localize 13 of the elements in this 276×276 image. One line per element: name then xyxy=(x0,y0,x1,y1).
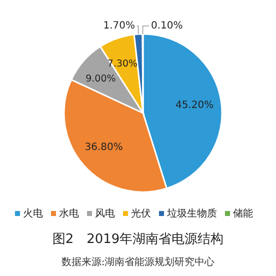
legend-label: 火电 xyxy=(23,208,43,220)
legend-label: 风电 xyxy=(95,208,115,220)
data-label: 36.80% xyxy=(84,142,123,154)
source-note: 数据来源:湖南省能源规划研究中心 xyxy=(61,256,215,268)
legend-label: 水电 xyxy=(59,208,79,220)
legend-label: 垃圾生物质 xyxy=(166,208,217,220)
data-label: 45.20% xyxy=(175,100,214,111)
data-label: 0.10% xyxy=(151,20,183,32)
legend-label: 光伏 xyxy=(131,208,151,220)
text: 图2 2019年湖南省电源结构 xyxy=(52,232,224,247)
legend-label: 储能 xyxy=(233,208,253,220)
data-label: 1.70% xyxy=(103,20,135,32)
data-label: 9.00% xyxy=(86,73,116,84)
